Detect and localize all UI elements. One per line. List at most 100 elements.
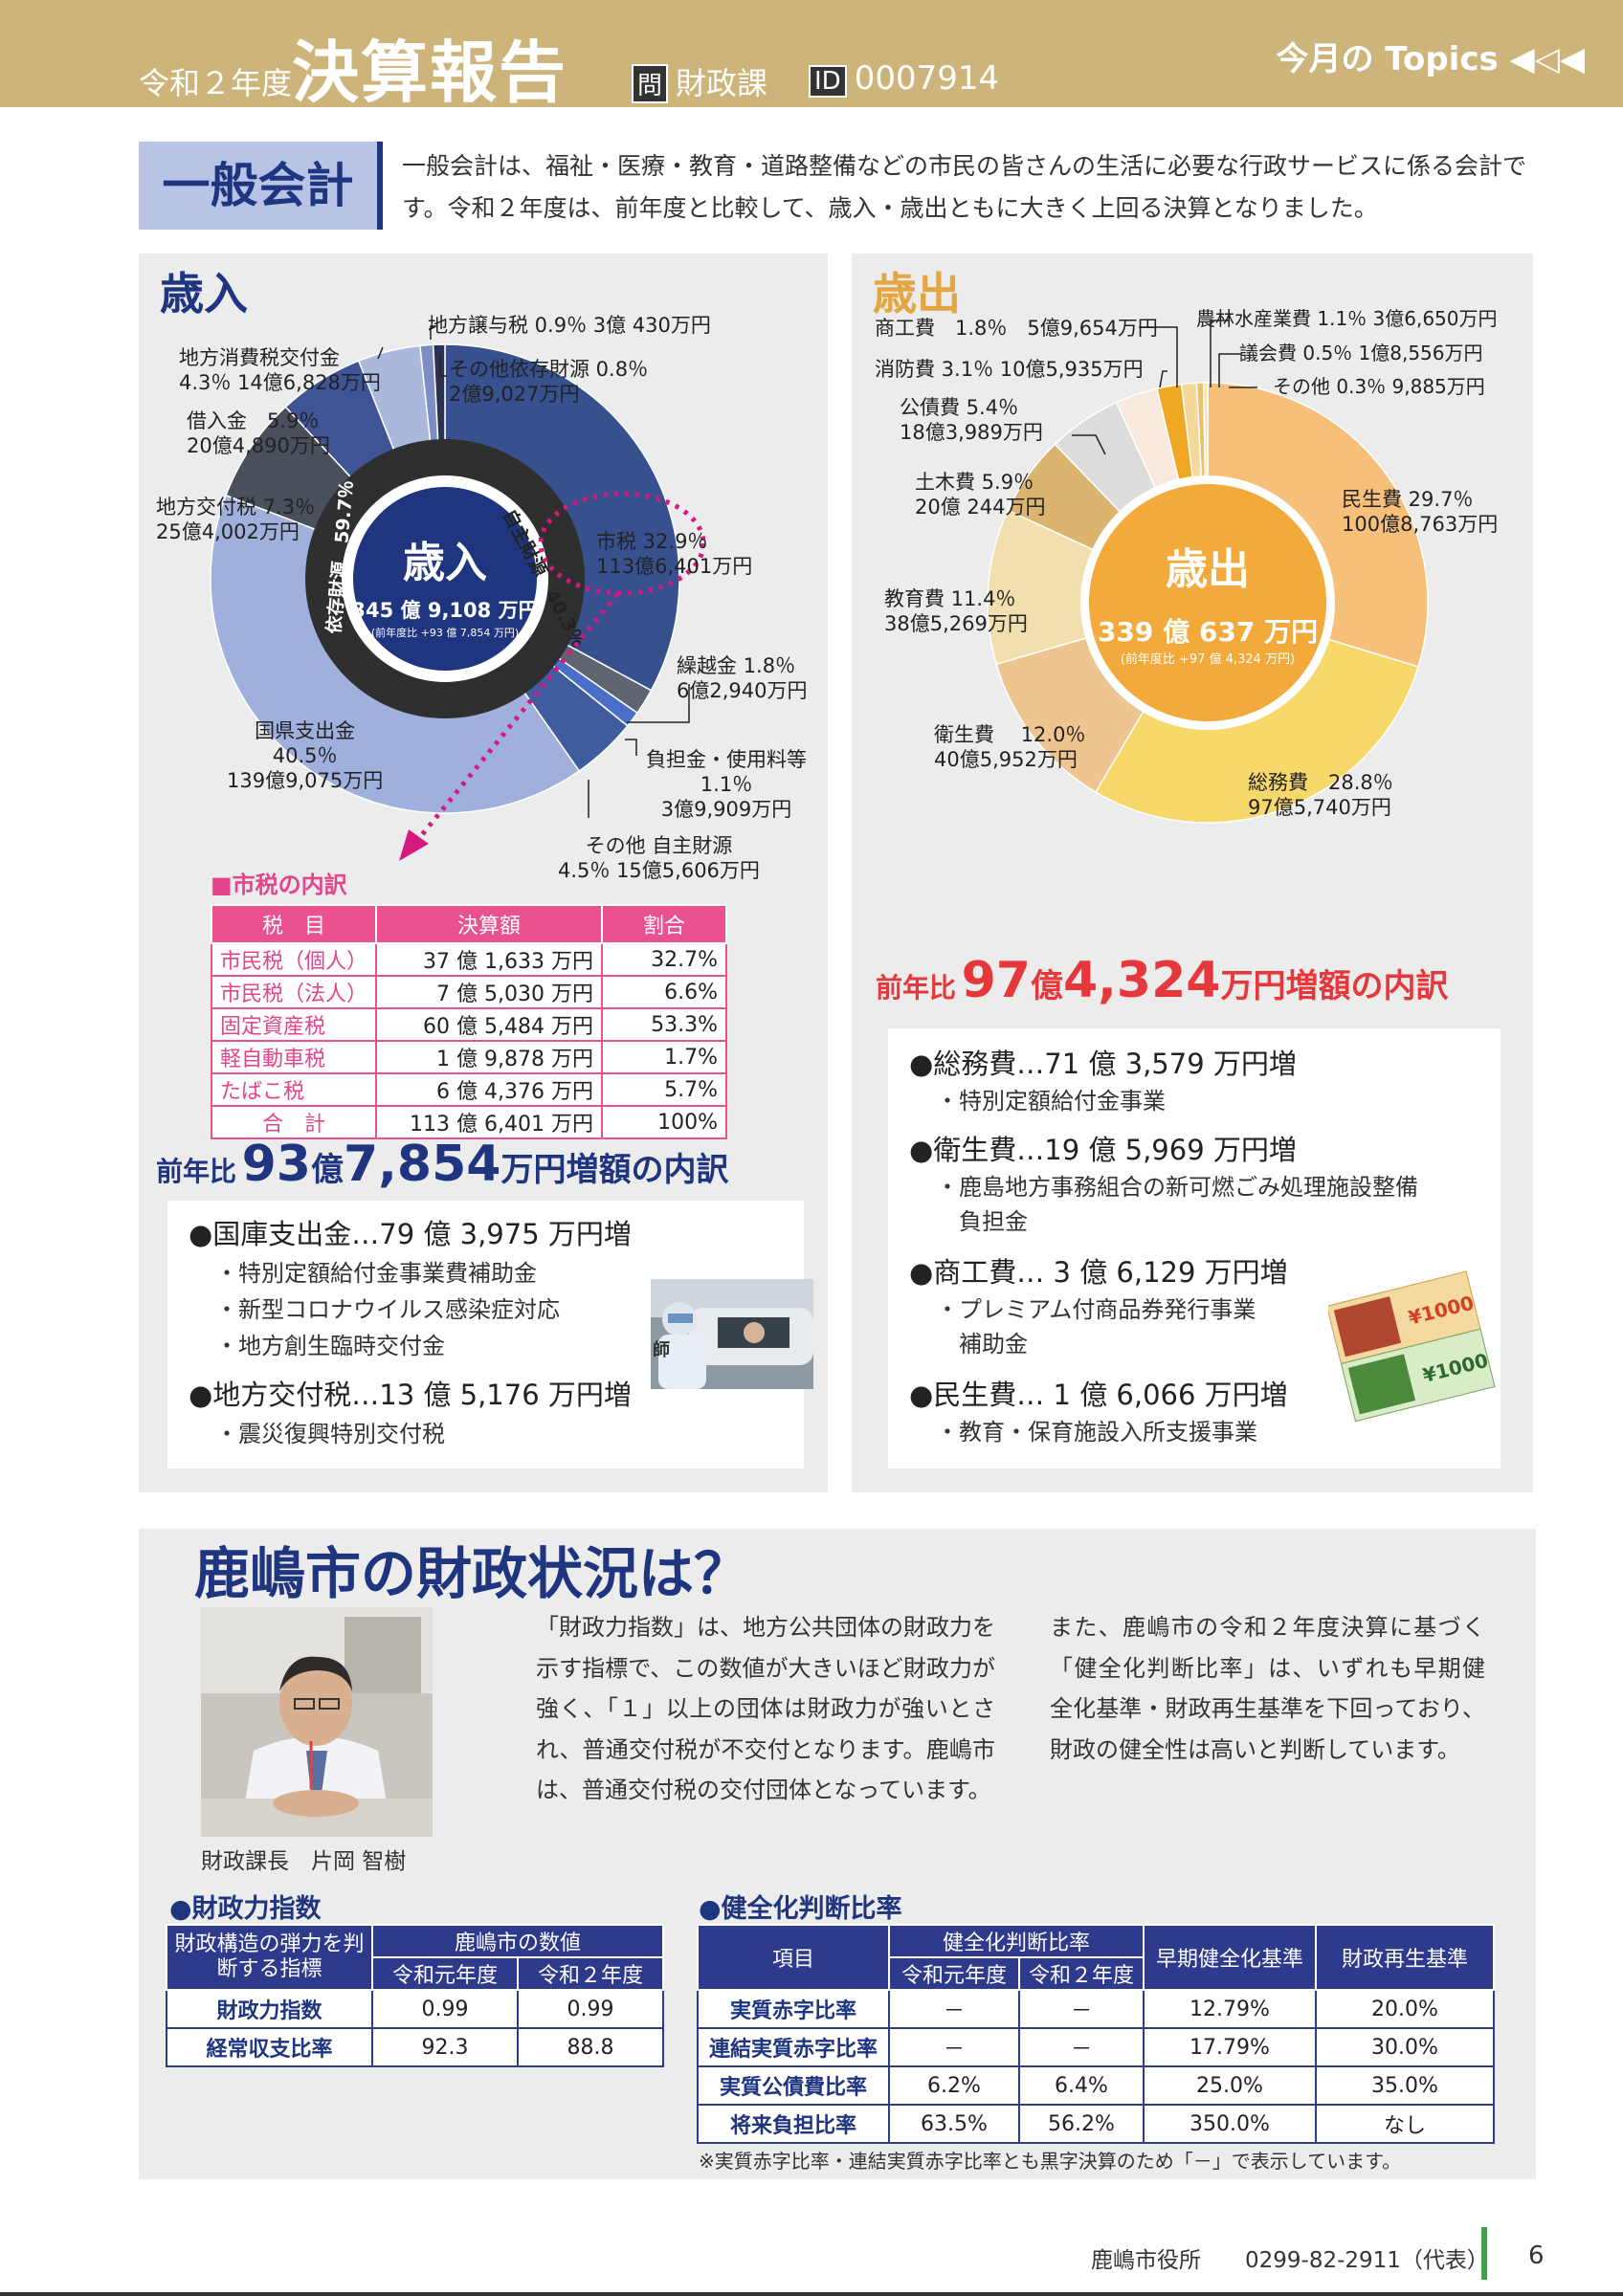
table-header: 税 目 — [211, 904, 377, 944]
list-item: ・特別定額給付金事業費補助金 — [215, 1260, 537, 1287]
table-cell: たばこ税 — [211, 1072, 377, 1107]
table-header: 割合 — [601, 904, 727, 944]
table-cell: なし — [1315, 2104, 1495, 2144]
table-row: 連結実質赤字比率－－ 17.79% 30.0% — [697, 2027, 1495, 2067]
table-row: 財政力指数 0.99 0.99 — [166, 1989, 664, 2029]
revenue-center-sub: (前年度比 +93 億 7,854 万円) — [371, 626, 519, 639]
manager-portrait-photo — [201, 1607, 433, 1837]
rev-label-local-grant: 地方交付税 7.3％ 25億4,002万円 — [156, 496, 316, 543]
table-header: 健全化判断比率 — [888, 1924, 1145, 1958]
finance-paragraph-2: また、鹿嶋市の令和２年度決算に基づく「健全化判断比率」は、いずれも早期健全化基準… — [1050, 1614, 1485, 1763]
exp-label-welfare: 民生費 29.7％ 100億8,763万円 — [1342, 488, 1499, 536]
exp-label-council: 議会費 0.5％ 1億8,556万円 — [1239, 342, 1483, 364]
exp-label-other: その他 0.3％ 9,885万円 — [1273, 375, 1485, 398]
covid-testing-photo: 師 — [651, 1279, 813, 1389]
list-item: ●商工費… 3 億 6,129 万円増 — [909, 1256, 1288, 1289]
list-item: ●地方交付税…13 億 5,176 万円増 — [189, 1379, 632, 1411]
table-cell: 53.3% — [601, 1007, 727, 1042]
list-item: ●民生費… 1 億 6,066 万円増 — [909, 1379, 1288, 1411]
table-cell: 35.0% — [1315, 2065, 1495, 2106]
table-cell: 6.6% — [601, 975, 727, 1009]
rev-label-transfer: 地方譲与税 0.9％ 3億 430万円 — [428, 314, 711, 337]
fiscal-era: 令和２年度 — [139, 65, 293, 101]
table-cell: 0.99 — [371, 1989, 519, 2029]
table-row: たばこ税 6 億 4,376 万円 5.7% — [211, 1072, 727, 1107]
rev-label-loan: 借入金 5.9％ 20億4,890万円 — [187, 409, 330, 457]
table-cell: 合 計 — [211, 1105, 377, 1139]
exp-label-debt: 公債費 5.4％ 18億3,989万円 — [900, 396, 1043, 444]
bottom-rule — [0, 2292, 1623, 2296]
article-id-number: 0007914 — [854, 59, 1000, 98]
general-account-description: 一般会計は、福祉・医療・教育・道路整備などの市民の皆さんの生活に必要な行政サービ… — [402, 152, 1527, 222]
table-cell: 連結実質赤字比率 — [697, 2027, 890, 2067]
table-cell: 6.2% — [888, 2065, 1020, 2106]
table-header-row: 令和元年度 令和２年度 — [167, 1956, 664, 1991]
table-cell: － — [888, 1989, 1020, 2029]
table-cell: 32.7% — [601, 942, 727, 977]
finance-paragraph-1: 「財政力指数」は、地方公共団体の財政力を示す指標で、この数値が大きいほど財政力が… — [536, 1614, 995, 1803]
rev-label-national: 国県支出金 40.5％ 139億9,075万円 — [227, 719, 384, 792]
table-cell: 12.79% — [1143, 1989, 1317, 2029]
table-header: 鹿嶋市の数値 — [371, 1924, 664, 1958]
table-header: 令和元年度 — [371, 1956, 519, 1991]
expenditure-title: 歳出 — [873, 268, 961, 320]
table-cell: 市民税（個人） — [211, 942, 377, 977]
expenditure-increase-box: ●総務費…71 億 3,579 万円増 ・特別定額給付金事業 ●衛生費…19 億… — [888, 1028, 1501, 1468]
table-cell: － — [1018, 2027, 1145, 2067]
fiscal-capability-table: 財政構造の弾力を判断する指標 鹿嶋市の数値 令和元年度 令和２年度 財政力指数 0… — [166, 1924, 664, 2067]
list-item: ●総務費…71 億 3,579 万円増 — [909, 1048, 1297, 1080]
rev-label-carry: 繰越金 1.8％ 6億2,940万円 — [677, 654, 808, 702]
expenditure-center-total: 339 億 637 万円 — [1098, 616, 1318, 648]
expenditure-center-title: 歳出 — [1166, 545, 1250, 594]
table-cell: 財政力指数 — [166, 1989, 373, 2029]
table-cell: 350.0% — [1143, 2104, 1317, 2144]
table-row: 将来負担比率 63.5% 56.2% 350.0% なし — [697, 2104, 1495, 2144]
rev-label-other-dep: その他依存財源 0.8％ 2億9,027万円 — [449, 358, 649, 406]
soundness-ratio-table: 項目 健全化判断比率 早期健全化基準 財政再生基準 令和元年度 令和２年度 実質… — [697, 1924, 1495, 2144]
department: 問財政課 — [632, 59, 767, 103]
table-header: 財政構造の弾力を判断する指標 — [166, 1924, 373, 1991]
table-row: 実質公債費比率 6.2% 6.4% 25.0% 35.0% — [697, 2065, 1495, 2106]
list-item: ・特別定額給付金事業 — [936, 1088, 1166, 1115]
list-item: ・教育・保育施設入所支援事業 — [936, 1419, 1257, 1446]
list-item: ・鹿島地方事務組合の新可燃ごみ処理施設整備 — [936, 1174, 1418, 1201]
exp-label-edu: 教育費 11.4％ 38億5,269万円 — [884, 587, 1028, 635]
table-header: 項目 — [697, 1924, 890, 1991]
table-cell: 37 億 1,633 万円 — [375, 942, 603, 977]
table-cell: 0.99 — [517, 1989, 664, 2029]
table-cell: 実質赤字比率 — [697, 1989, 890, 2029]
fiscal-capability-heading: ●財政力指数 — [169, 1894, 322, 1924]
table-cell: 56.2% — [1018, 2104, 1145, 2144]
table-header: 令和２年度 — [1018, 1956, 1145, 1991]
exp-label-civil: 土木費 5.9％ 20億 244万円 — [915, 471, 1046, 519]
expenditure-donut-chart: 歳出 339 億 637 万円 (前年度比 +97 億 4,324 万円) — [987, 320, 1429, 824]
finance-title: 鹿嶋市の財政状況は？ — [194, 1541, 750, 1606]
page-number: 6 — [1528, 2241, 1545, 2270]
table-header-row: 税 目 決算額 割合 — [211, 904, 727, 944]
table-header: 早期健全化基準 — [1143, 1924, 1317, 1991]
exp-label-commerce: 商工費 1.8％ 5億9,654万円 — [875, 317, 1158, 340]
table-cell: 軽自動車税 — [211, 1040, 377, 1074]
table-cell: 市民税（法人） — [211, 975, 377, 1009]
exp-label-fire: 消防費 3.1％ 10億5,935万円 — [875, 358, 1144, 381]
table-cell: 1.7% — [601, 1040, 727, 1074]
table-cell: 7 億 5,030 万円 — [375, 975, 603, 1009]
table-cell: 固定資産税 — [211, 1007, 377, 1042]
list-item: ・新型コロナウイルス感染症対応 — [215, 1296, 560, 1323]
table-cell: 30.0% — [1315, 2027, 1495, 2067]
list-item: ・地方創生臨時交付金 — [215, 1333, 445, 1359]
table-cell: 経常収支比率 — [166, 2027, 373, 2067]
table-header: 令和元年度 — [888, 1956, 1020, 1991]
table-row: 実質赤字比率－－ 12.79% 20.0% — [697, 1989, 1495, 2029]
table-cell: 5.7% — [601, 1072, 727, 1107]
revenue-increase-title: 前年比 93億7,854万円増額の内訳 — [156, 1136, 729, 1193]
revenue-center-title: 歳入 — [403, 539, 487, 587]
table-row: 市民税（個人） 37 億 1,633 万円 32.7% — [211, 942, 727, 977]
expenditure-center-sub: (前年度比 +97 億 4,324 万円) — [1121, 651, 1295, 667]
table-cell: 20.0% — [1315, 1989, 1495, 2029]
manager-caption: 財政課長 片岡 智樹 — [201, 1849, 407, 1874]
page-header: 令和２年度 決算報告 問財政課 ID 0007914 今月の Topics ◀◁◀ — [0, 0, 1623, 112]
table-cell: － — [1018, 1989, 1145, 2029]
table-cell: 100% — [601, 1105, 727, 1139]
revenue-center-total: 345 億 9,108 万円 — [351, 599, 538, 622]
